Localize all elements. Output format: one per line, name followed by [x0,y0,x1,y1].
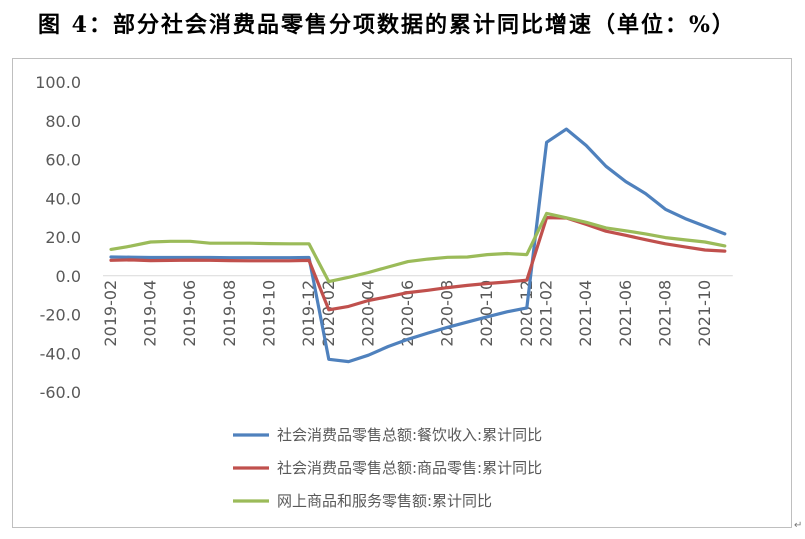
x-tick-label: 2021-08 [655,280,674,347]
x-tick-label: 2019-06 [180,280,199,347]
legend-label-3: 网上商品和服务零售额:累计同比 [277,492,492,510]
x-tick-label: 2020-06 [398,280,417,347]
y-tick-label: 60.0 [45,151,81,170]
series-lines [109,127,727,364]
y-tick-label: 80.0 [45,112,81,131]
y-tick-label: 0.0 [56,267,81,286]
series-line-1 [109,127,727,364]
chart-frame: 100.0 80.0 60.0 40.0 20.0 0.0 -20.0 -40.0 -60.0 … [12,58,792,528]
x-tick-label: 2020-12 [517,280,536,347]
return-mark: ↵ [794,520,803,531]
x-tick-label: 2019-08 [220,280,239,347]
y-tick-label: -20.0 [40,306,81,325]
series-line-2 [109,216,727,312]
legend: 社会消费品零售总额:餐饮收入:累计同比社会消费品零售总额:商品零售:累计同比网上… [233,426,542,510]
x-tick-label: 2021-02 [537,280,556,347]
x-tick-label: 2020-10 [477,280,496,347]
x-tick-label: 2020-04 [358,280,377,347]
y-axis-ticks: 100.0 80.0 60.0 40.0 20.0 0.0 -20.0 -40.0 -60.0 [35,73,81,402]
x-tick-label: 2019-02 [101,280,120,347]
legend-label-2: 社会消费品零售总额:商品零售:累计同比 [277,459,542,477]
y-tick-label: 40.0 [45,189,81,208]
y-tick-label: 100.0 [35,73,81,92]
legend-label-1: 社会消费品零售总额:餐饮收入:累计同比 [277,426,542,444]
line-chart: 100.080.060.040.020.00.0-20.0-40.0-60.0 … [35,73,733,510]
x-tick-label: 2021-04 [576,280,595,347]
x-tick-label: 2021-10 [695,280,714,347]
figure-title: 图 4：部分社会消费品零售分项数据的累计同比增速（单位：%） [38,12,736,38]
x-tick-label: 2019-04 [141,280,160,347]
y-tick-label: 20.0 [45,228,81,247]
series-line-3 [109,211,727,284]
x-axis-ticks: 2019-02 2019-04 2019-06 2019-08 2019-10 2019-… [101,280,714,347]
x-tick-label: 2019-12 [299,280,318,347]
x-tick-label: 2021-06 [616,280,635,347]
y-tick-label: -60.0 [40,383,81,402]
x-tick-label: 2019-10 [259,280,278,347]
y-tick-label: -40.0 [40,344,81,363]
